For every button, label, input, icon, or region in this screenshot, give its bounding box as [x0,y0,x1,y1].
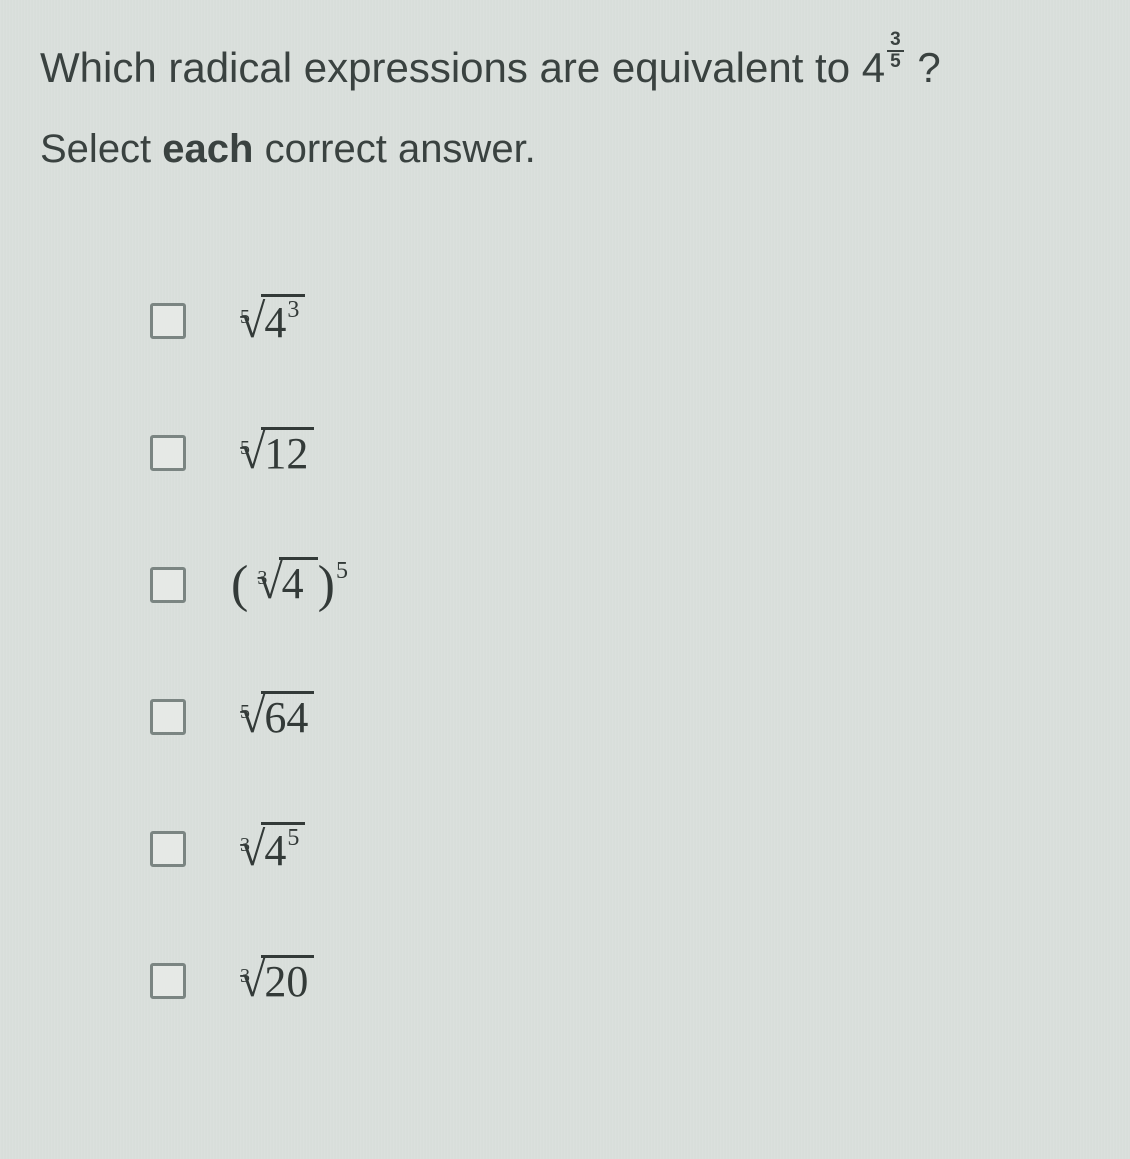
option-expression: ( 3 √ 4 )5 [231,555,348,614]
root-index: 5 [240,437,250,460]
radicand-base: 12 [264,429,308,478]
checkbox[interactable] [150,699,186,735]
radicand: 43 [261,294,305,347]
instruction-post: correct answer. [253,127,535,171]
radicand-base: 4 [282,559,304,608]
radical-icon: 3 √ 20 [231,955,314,1006]
checkbox[interactable] [150,303,186,339]
question-text: Which radical expressions are equivalent… [40,30,1090,99]
checkbox[interactable] [150,831,186,867]
option-expression: 3 √ 20 [231,955,314,1007]
radicand: 20 [261,955,314,1006]
fraction-denominator: 5 [887,50,904,72]
instruction-bold: each [162,127,253,171]
option-expression: 5 √ 12 [231,427,314,479]
radical-icon: 5 √ 43 [231,294,305,347]
option-expression: 3 √ 45 [231,822,305,876]
radicand: 12 [261,427,314,478]
radicand: 4 [279,557,318,608]
close-paren: ) [318,556,335,613]
exponent-fraction: 35 [887,30,904,72]
radicand: 45 [261,822,305,875]
checkbox[interactable] [150,963,186,999]
radicand-base: 4 [264,826,286,875]
radical-icon: 3 √ 45 [231,822,305,875]
fraction-numerator: 3 [887,30,904,50]
option-row[interactable]: 3 √ 20 [150,952,1090,1010]
radicand-base: 64 [264,693,308,742]
question-suffix: ? [906,44,941,91]
radicand-exponent: 3 [287,297,299,323]
outer-exponent: 5 [336,558,348,584]
radical-icon: 5 √ 64 [231,691,314,742]
open-paren: ( [231,556,248,613]
root-index: 5 [240,701,250,724]
instruction-text: Select each correct answer. [40,127,1090,172]
radicand-base: 4 [264,298,286,347]
radical-icon: 5 √ 12 [231,427,314,478]
option-expression: 5 √ 64 [231,691,314,743]
radicand-exponent: 5 [287,825,299,851]
option-row[interactable]: 5 √ 12 [150,424,1090,482]
root-index: 3 [257,567,267,590]
instruction-pre: Select [40,127,162,171]
option-row[interactable]: 5 √ 64 [150,688,1090,746]
checkbox[interactable] [150,435,186,471]
option-row[interactable]: ( 3 √ 4 )5 [150,556,1090,614]
option-row[interactable]: 3 √ 45 [150,820,1090,878]
radical-icon: 3 √ 4 [248,557,317,608]
radicand-base: 20 [264,957,308,1006]
checkbox[interactable] [150,567,186,603]
options-list: 5 √ 43 5 √ 12 ( 3 √ 4 )5 [150,292,1090,1010]
radicand: 64 [261,691,314,742]
option-expression: 5 √ 43 [231,294,305,348]
root-index: 3 [240,965,250,988]
root-index: 5 [240,306,250,329]
question-prefix: Which radical expressions are equivalent… [40,44,885,91]
option-row[interactable]: 5 √ 43 [150,292,1090,350]
root-index: 3 [240,834,250,857]
